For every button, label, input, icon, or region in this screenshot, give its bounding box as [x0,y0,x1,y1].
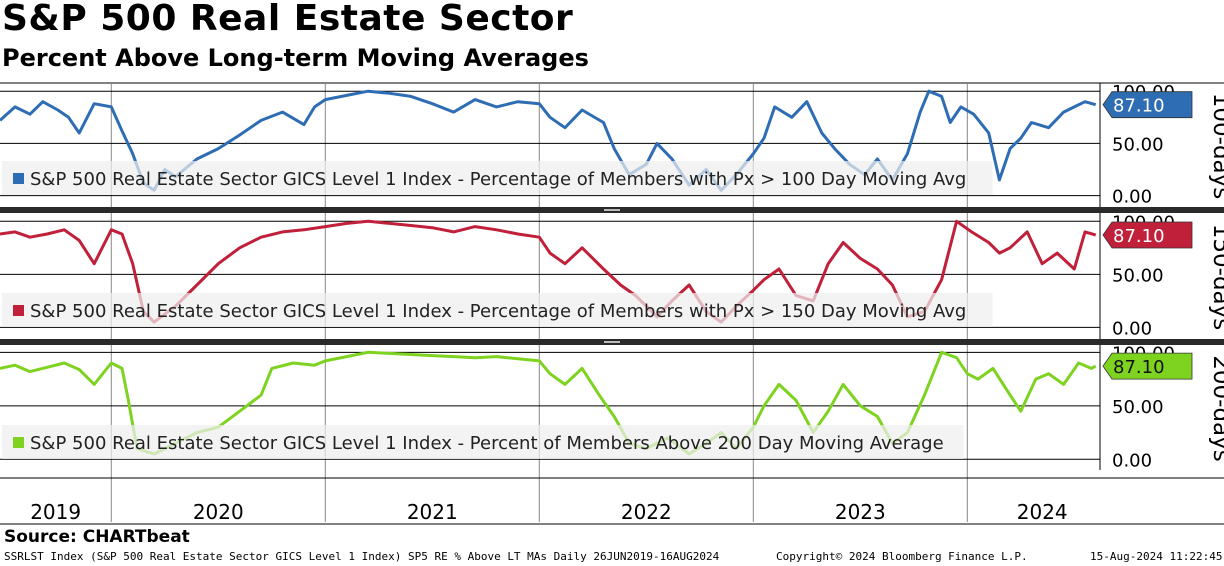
y-tick-label: 0.00 [1112,318,1152,339]
last-value-label: 87.10 [1113,357,1165,378]
footer-description: SSRLST Index (S&P 500 Real Estate Sector… [4,550,720,563]
x-tick-label: 2024 [1017,500,1068,524]
last-value-label: 87.10 [1113,226,1165,247]
source-label: Source: CHARTbeat [4,527,190,547]
x-tick-label: 2019 [30,500,81,524]
panel-label: 100-days [1208,93,1224,200]
footer-copyright: Copyright© 2024 Bloomberg Finance L.P. [776,550,1028,563]
legend-box [2,293,993,327]
legend-text: S&P 500 Real Estate Sector GICS Level 1 … [30,433,944,454]
chart-title: S&P 500 Real Estate Sector [2,0,574,39]
y-tick-label: 0.00 [1112,187,1152,208]
separator-grip [604,341,620,343]
legend-swatch [13,173,24,184]
x-tick-label: 2021 [407,500,458,524]
chart-subtitle: Percent Above Long-term Moving Averages [2,44,589,72]
legend-box [2,425,964,459]
last-value-tag [1102,352,1193,380]
y-tick-label: 50.00 [1112,397,1164,418]
legend-text: S&P 500 Real Estate Sector GICS Level 1 … [30,301,966,322]
footer-timestamp: 15-Aug-2024 11:22:45 [1090,550,1223,563]
y-tick-label: 50.00 [1112,265,1164,286]
panel-label: 150-days [1208,224,1224,331]
y-tick-label: 0.00 [1112,450,1152,471]
separator-grip [604,209,620,211]
x-tick-label: 2023 [835,500,886,524]
legend-text: S&P 500 Real Estate Sector GICS Level 1 … [30,169,966,190]
legend-box [2,161,993,195]
last-value-label: 87.10 [1113,96,1165,117]
legend-swatch [13,437,24,448]
x-tick-label: 2022 [621,500,672,524]
last-value-tag [1102,221,1193,249]
x-tick-label: 2020 [193,500,244,524]
legend-swatch [13,305,24,316]
last-value-tag [1102,91,1193,119]
y-tick-label: 50.00 [1112,134,1164,155]
panel-label: 200-days [1208,355,1224,462]
